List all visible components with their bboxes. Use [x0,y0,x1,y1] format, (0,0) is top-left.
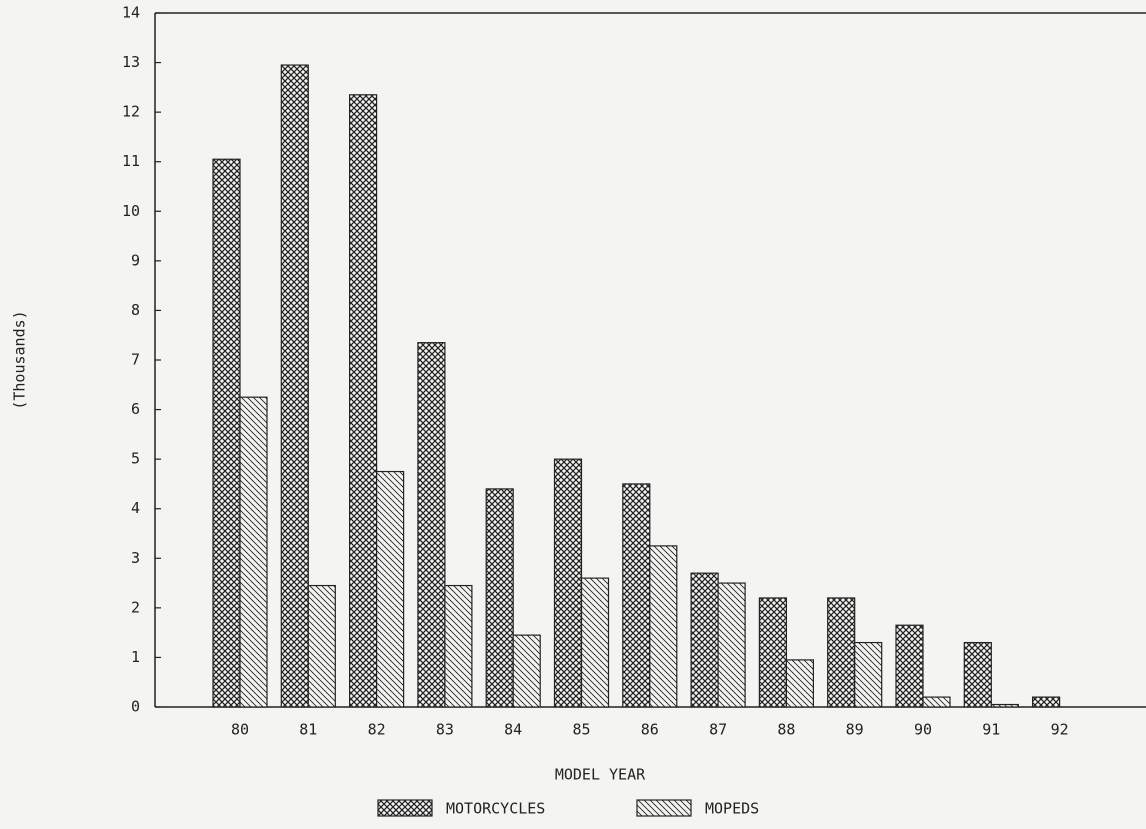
y-tick-label: 12 [122,103,140,121]
y-tick-label: 5 [131,450,140,468]
bar [417,342,446,708]
bar [239,396,268,708]
x-tick-label: 82 [368,721,386,739]
y-tick-label: 8 [131,301,140,319]
bar [1031,696,1061,708]
y-tick-label: 2 [131,598,140,616]
x-tick-label: 91 [982,721,1000,739]
bar [349,94,378,708]
y-tick-label: 4 [131,499,140,517]
y-tick-label: 3 [131,549,140,567]
y-tick-label: 6 [131,400,140,418]
legend-label: MOTORCYCLES [446,800,545,818]
y-tick-label: 13 [122,53,140,71]
x-tick-label: 90 [914,721,932,739]
bar [785,659,815,708]
x-tick-label: 85 [572,721,590,739]
x-tick-label: 92 [1051,721,1069,739]
bar [580,577,610,708]
legend-swatch [377,799,433,817]
y-tick-label: 11 [122,152,140,170]
bar [963,641,992,708]
legend-label: MOPEDS [705,800,759,818]
bar [922,696,951,708]
bar [280,64,309,708]
x-tick-label: 87 [709,721,727,739]
bar [717,582,746,708]
bar [649,545,678,708]
x-tick-label: 88 [777,721,795,739]
x-tick-label: 80 [231,721,249,739]
bar [553,458,583,708]
bar [212,158,241,708]
bar [827,597,856,708]
x-axis-title: MODEL YEAR [555,766,646,784]
bar [444,584,473,708]
y-tick-label: 10 [122,202,140,220]
bar [758,597,788,708]
x-tick-label: 89 [846,721,864,739]
bar [690,572,719,708]
x-tick-label: 81 [299,721,317,739]
bar [307,584,336,708]
x-tick-label: 84 [504,721,522,739]
bar [990,703,1019,708]
y-tick-label: 9 [131,251,140,269]
x-tick-label: 86 [641,721,659,739]
y-tick-label: 14 [122,4,140,22]
bar [622,483,651,708]
legend-swatch [636,799,692,817]
x-tick-label: 83 [436,721,454,739]
bar [895,624,924,708]
y-axis-title: (Thousands) [11,310,29,409]
bar [854,641,883,708]
y-tick-label: 7 [131,351,140,369]
bar [512,634,541,708]
bar [376,470,405,708]
bar [485,488,514,708]
y-tick-label: 1 [131,648,140,666]
y-tick-label: 0 [131,698,140,716]
